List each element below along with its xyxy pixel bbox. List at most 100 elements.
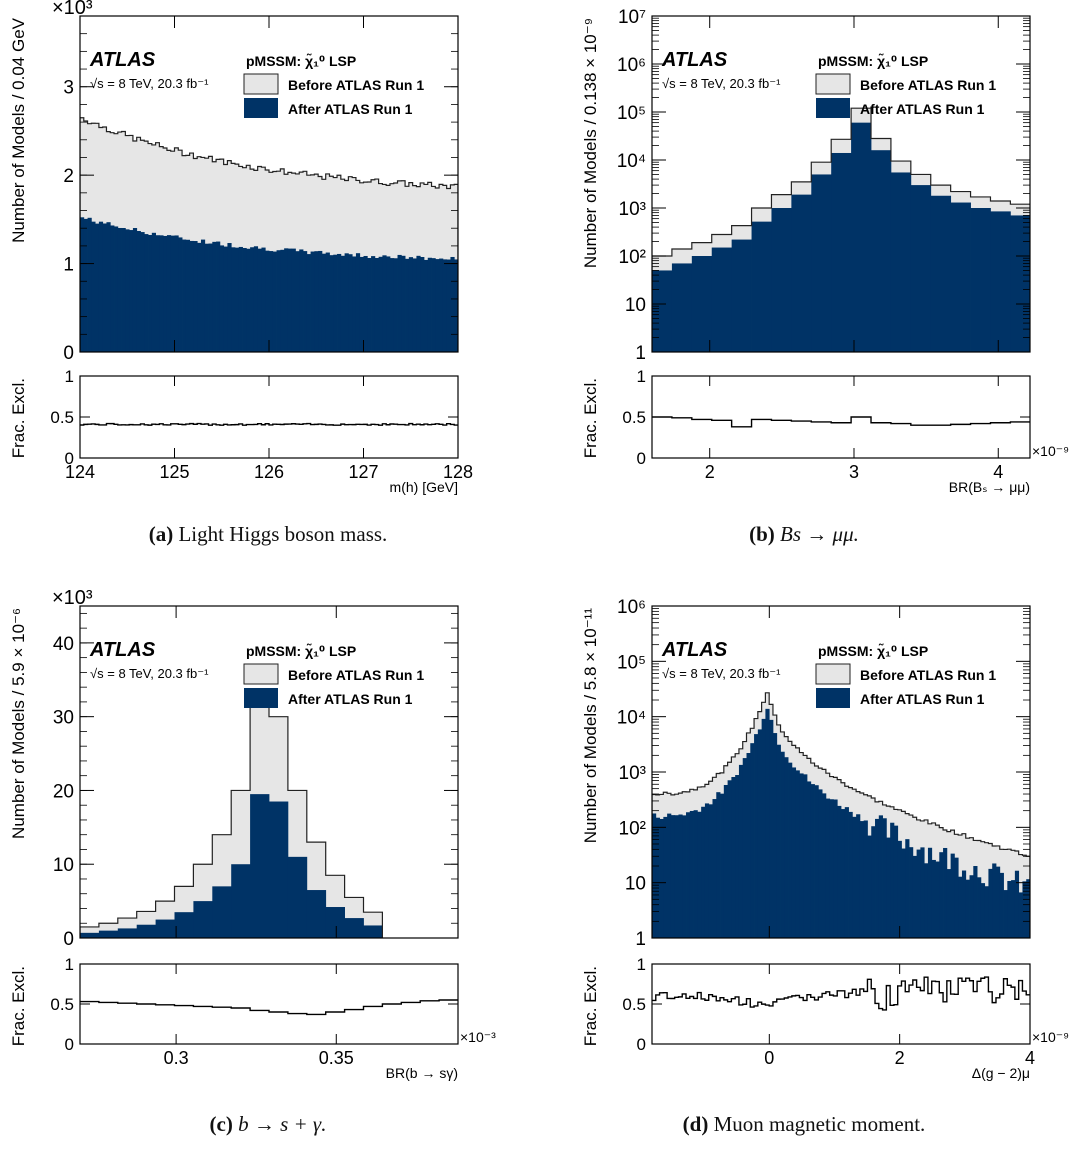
bar-after — [129, 230, 134, 352]
y-tick-label: 10 — [53, 855, 74, 876]
energy-label: √s = 8 TeV, 20.3 fb⁻¹ — [662, 666, 781, 681]
bar-after — [859, 821, 865, 938]
energy-label: √s = 8 TeV, 20.3 fb⁻¹ — [662, 76, 781, 91]
bar-after — [1014, 870, 1020, 938]
bar-after — [87, 217, 92, 352]
ratio-y-tick-label: 0 — [65, 1035, 74, 1054]
ratio-y-tick-label: 1 — [65, 955, 74, 974]
bar-after — [776, 744, 781, 938]
y-tick-label: 10 — [625, 295, 646, 316]
bar-after — [284, 248, 289, 352]
bar-after — [359, 256, 364, 352]
chart-a: 0 1 2 3 124 125 126 127 128 0 0.5 1 Number of Models… — [9, 0, 473, 495]
bar-after — [363, 255, 368, 352]
bar-after — [231, 864, 251, 938]
caption-a-letter: (a) — [148, 522, 174, 546]
bar-after — [420, 257, 425, 352]
bar-after — [182, 239, 187, 352]
bar-after — [117, 928, 138, 938]
legend-after-swatch — [816, 98, 850, 118]
bar-after — [905, 839, 910, 938]
y-tick-label: 10² — [619, 818, 646, 839]
ratio-axis-label: Frac. Excl. — [9, 966, 28, 1046]
bar-after — [242, 247, 247, 352]
bar-after — [1011, 880, 1016, 938]
bar-after — [686, 812, 691, 938]
plot-area-c — [80, 701, 383, 938]
bar-after — [117, 227, 122, 352]
bar-after — [306, 890, 327, 938]
atlas-label: ATLAS — [661, 49, 728, 71]
bar-after — [848, 811, 853, 938]
bar-after — [701, 806, 706, 938]
pmssm-label: pMSSM: χ̃₁⁰ LSP — [246, 642, 356, 659]
bar-after — [276, 250, 281, 352]
ratio-y-tick-label: 1 — [637, 367, 646, 386]
bar-after — [678, 814, 683, 938]
bar-after — [159, 235, 164, 352]
bar-after — [878, 815, 883, 938]
bar-after — [871, 150, 892, 352]
bar-after — [867, 835, 872, 938]
caption-d: (d) Muon magnetic moment. — [536, 1112, 1072, 1137]
y-tick-label: 20 — [53, 781, 74, 802]
bar-after — [924, 863, 929, 938]
bar-after — [427, 257, 432, 352]
bar-after — [697, 811, 702, 938]
ratio-y-tick-label: 0.5 — [622, 995, 646, 1014]
bar-after — [337, 253, 342, 352]
y-axis-label: Number of Models / 5.9 × 10⁻⁶ — [9, 608, 28, 839]
bar-after — [431, 258, 436, 352]
bar-after — [784, 757, 789, 938]
y-tick-label: 40 — [53, 634, 74, 655]
bar-after — [670, 815, 676, 938]
y-tick-label: 10⁷ — [618, 7, 646, 28]
bar-after — [216, 241, 221, 352]
bar-after — [910, 185, 932, 352]
legend-after-label: After ATLAS Run 1 — [288, 691, 413, 707]
bar-after — [935, 861, 940, 938]
caption-a: (a) Light Higgs boson mass. — [0, 522, 536, 547]
x-tick-label: 0 — [764, 1048, 774, 1068]
bar-after — [416, 255, 421, 352]
plot-area-d — [652, 692, 1030, 938]
x-tick-label: 4 — [1025, 1048, 1035, 1068]
x-tick-label: 3 — [849, 462, 859, 482]
bar-after — [348, 254, 353, 352]
bar-after — [674, 815, 679, 938]
bar-after — [219, 245, 225, 352]
bar-after — [970, 208, 991, 352]
bar-after — [841, 809, 846, 938]
y-axis-label: Number of Models / 5.8 × 10⁻¹¹ — [581, 608, 600, 844]
legend-before-swatch — [243, 663, 279, 685]
y-axis-label: Number of Models / 0.138 × 10⁻⁹ — [581, 18, 600, 268]
bar-after — [930, 195, 952, 352]
bar-after — [204, 243, 209, 352]
bar-after — [121, 227, 126, 352]
caption-c-letter: (c) — [209, 1112, 233, 1136]
bar-after — [693, 810, 698, 938]
bar-after — [811, 174, 832, 352]
legend-before-swatch — [815, 73, 851, 95]
bar-after — [344, 918, 364, 938]
bar-after — [671, 263, 693, 352]
bar-after — [299, 249, 304, 352]
bar-after — [795, 770, 800, 938]
y-tick-label: 10⁴ — [617, 708, 646, 729]
bar-after — [189, 240, 194, 352]
y-tick-label: 10² — [619, 247, 646, 268]
bar-after — [386, 256, 391, 352]
bar-after — [166, 235, 172, 352]
bar-after — [352, 256, 357, 352]
x-axis-label: m(h) [GeV] — [390, 479, 458, 495]
bar-after — [829, 799, 834, 938]
bar-after — [731, 239, 752, 352]
bar-after — [140, 232, 145, 352]
bar-after — [825, 798, 831, 938]
bar-after — [223, 246, 228, 352]
bar-after — [238, 246, 243, 352]
x-tick-label: 0.3 — [164, 1048, 189, 1068]
bar-after — [844, 807, 849, 938]
bar-before — [80, 926, 100, 938]
